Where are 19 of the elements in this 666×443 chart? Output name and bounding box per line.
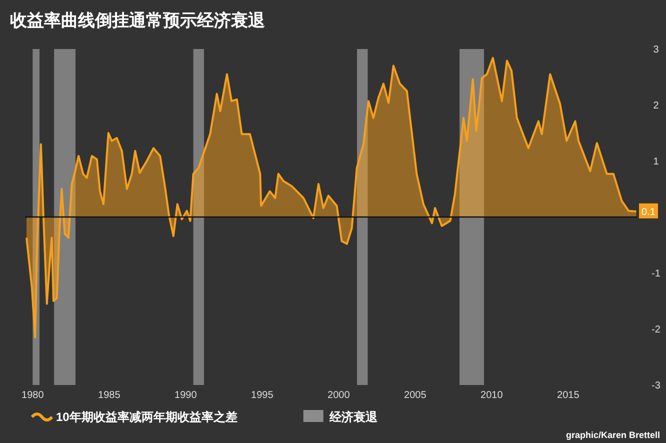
x-tick-label: 1985 — [98, 390, 121, 401]
y-tick-label: 1 — [653, 156, 660, 168]
chart-title: 收益率曲线倒挂通常预示经济衰退 — [10, 11, 265, 30]
y-tick-label: -3 — [652, 380, 661, 392]
x-tick-label: 2005 — [404, 390, 427, 401]
legend-label: 经济衰退 — [328, 410, 378, 424]
y-tick-label: -1 — [652, 268, 661, 280]
y-tick-label: 3 — [653, 44, 660, 56]
x-tick-label: 1990 — [174, 390, 198, 401]
x-tick-label: 2000 — [328, 390, 350, 401]
x-tick-label: 1980 — [22, 390, 44, 401]
text: graphic/Karen Brettell — [566, 430, 660, 440]
y-tick-label: 2 — [653, 100, 660, 112]
x-tick-label: 2015 — [557, 390, 580, 401]
y-tick-label: -2 — [652, 324, 661, 336]
x-tick-label: 2010 — [480, 390, 504, 401]
x-tick-label: 1995 — [251, 390, 274, 401]
data-label: 0.1 — [642, 206, 656, 218]
legend-label: 10年期收益率减两年期收益率之差 — [56, 410, 238, 424]
